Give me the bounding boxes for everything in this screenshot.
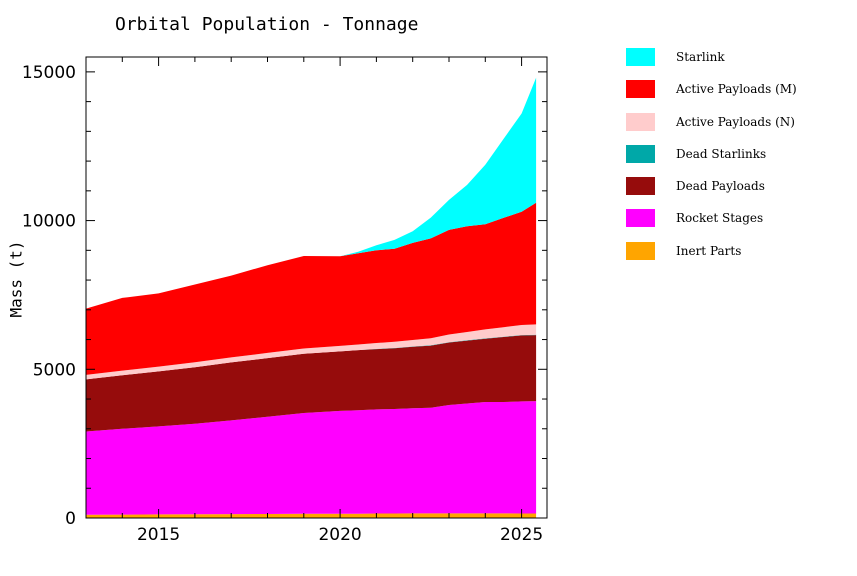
x-tick-label: 2020 <box>318 525 361 545</box>
area-dead-payloads <box>86 335 537 432</box>
area-active-payloads-m <box>86 202 537 375</box>
legend-label: Active Payloads (M) <box>676 82 797 97</box>
legend-label: Starlink <box>676 50 725 64</box>
area-dead-starlinks <box>86 334 537 380</box>
legend-label: Dead Payloads <box>676 179 765 194</box>
x-tick-label: 2015 <box>137 525 180 545</box>
legend-swatch <box>626 80 655 99</box>
legend-swatch <box>626 241 655 260</box>
legend-swatch <box>626 177 655 196</box>
chart-title: Orbital Population - Tonnage <box>115 14 419 35</box>
legend-swatch <box>626 112 655 131</box>
legend-swatch <box>626 144 655 163</box>
area-active-payloads-n <box>86 324 537 380</box>
legend-swatch <box>626 48 655 66</box>
legend-swatch <box>626 209 655 228</box>
legend-label: Dead Starlinks <box>676 146 767 161</box>
area-inert-parts <box>86 513 537 518</box>
y-tick-label: 0 <box>65 509 76 529</box>
legend-label: Rocket Stages <box>676 211 764 226</box>
y-tick-label: 10000 <box>22 212 76 232</box>
legend-label: Active Payloads (N) <box>676 114 795 129</box>
y-tick-label: 15000 <box>22 63 76 83</box>
plot-frame <box>85 56 548 519</box>
area-rocket-stages <box>86 401 537 515</box>
legend-label: Inert Parts <box>676 243 742 258</box>
x-tick-label: 2025 <box>500 525 543 545</box>
y-tick-label: 5000 <box>33 360 76 380</box>
